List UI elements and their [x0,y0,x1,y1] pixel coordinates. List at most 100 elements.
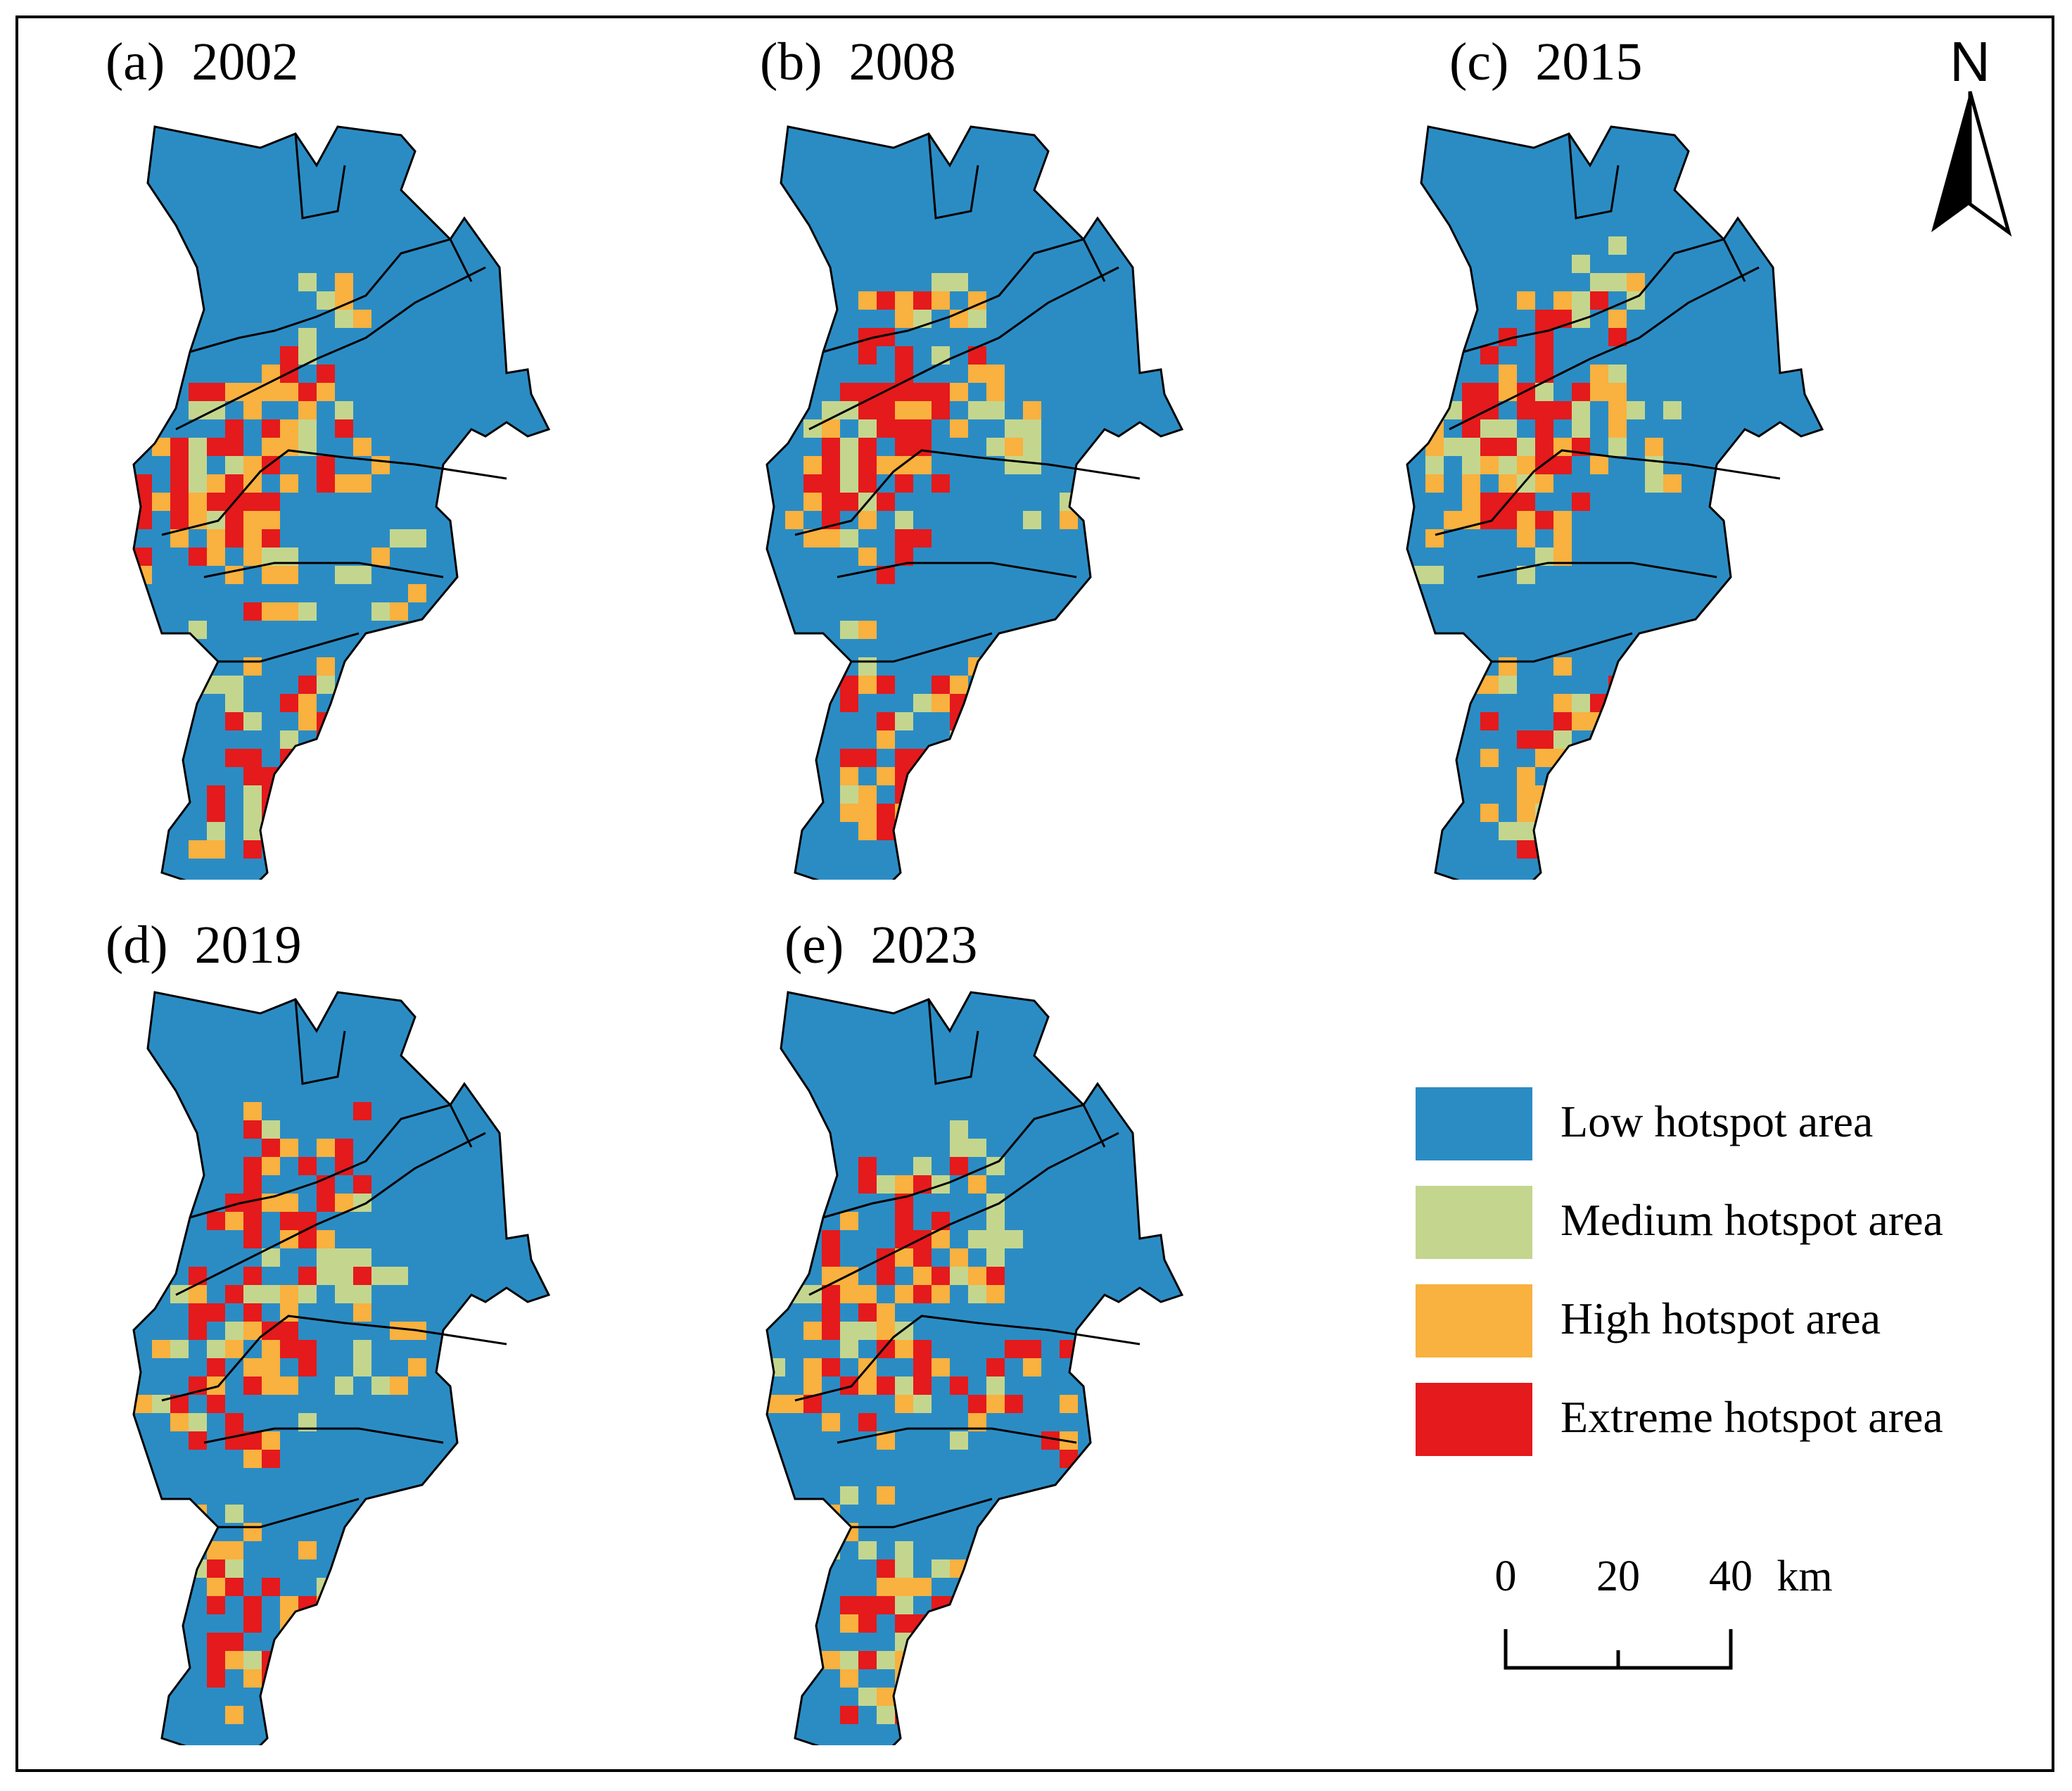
hotspot-cell [1645,474,1663,493]
hotspot-cell [207,822,225,840]
hotspot-cell [152,493,170,511]
district-boundary [1463,238,1746,353]
district-boundary [218,1498,360,1529]
district-boundary [822,1103,1106,1219]
panel-d-map [132,991,551,1745]
hotspot-cell [913,785,932,804]
hotspot-cell [950,1377,968,1395]
district-boundary [851,1498,993,1529]
hotspot-cell [280,840,298,859]
hotspot-cell [803,456,822,474]
hotspot-cell [225,419,243,438]
hotspot-cell [335,1194,353,1212]
hotspot-cell [1608,328,1627,346]
hotspot-cell [877,493,895,511]
hotspot-cell [371,1267,390,1285]
hotspot-cell [1517,840,1535,859]
hotspot-cell [207,493,225,511]
hotspot-cell [858,548,877,566]
hotspot-cell [950,676,968,694]
hotspot-cell [298,1157,317,1175]
hotspot-cell [207,1633,225,1651]
hotspot-cell [280,1706,298,1724]
scale-bar-line [1504,1629,1733,1670]
hotspot-cell [1023,511,1041,529]
district-boundary [1492,632,1633,663]
hotspot-cell [822,657,840,676]
hotspot-cell [170,511,189,529]
hotspot-cell [152,1395,170,1413]
hotspot-cell [189,840,207,859]
hotspot-cell [1517,401,1535,419]
hotspot-cell [280,1669,298,1688]
hotspot-cell [822,529,840,548]
hotspot-cell [317,767,335,785]
hotspot-cell [1444,694,1462,712]
hotspot-cell [932,1669,950,1688]
hotspot-cell [225,566,243,584]
hotspot-cell [207,1358,225,1377]
hotspot-cell [895,1559,913,1578]
hotspot-cell [1572,493,1590,511]
hotspot-cell [353,1651,371,1669]
hotspot-cell [207,529,225,548]
hotspot-cell [1645,456,1663,474]
hotspot-cell [858,1175,877,1194]
hotspot-cell [877,1578,895,1596]
hotspot-cell [1499,419,1517,438]
district-boundary [808,266,1119,431]
hotspot-cell [840,749,858,767]
hotspot-cell [950,383,968,401]
hotspot-cell [1517,529,1535,548]
hotspot-cell [335,1377,353,1395]
hotspot-cell [913,1285,932,1303]
hotspot-cell [913,1157,932,1175]
hotspot-cell [243,456,262,474]
hotspot-cell [1535,730,1553,749]
hotspot-cell [968,1578,986,1596]
panel-b-map [765,125,1184,880]
hotspot-cell [1517,730,1535,749]
region-outline [132,125,551,880]
hotspot-cell [968,1285,986,1303]
hotspot-cell [408,529,426,548]
hotspot-cell [262,511,280,529]
hotspot-cell [1462,401,1480,419]
hotspot-cell [1572,694,1590,712]
hotspot-cell [298,1212,317,1230]
hotspot-cell [803,1377,822,1395]
hotspot-cell [840,1614,858,1633]
hotspot-cell [895,1175,913,1194]
hotspot-cell [968,749,986,767]
hotspot-cell [207,1559,225,1578]
hotspot-cell [1608,383,1627,401]
hotspot-cell [243,1102,262,1120]
hotspot-cell [950,1669,968,1688]
hotspot-cell [1480,712,1499,730]
north-arrow-label: N [1950,30,1990,93]
hotspot-cell [895,1596,913,1614]
hotspot-cell [785,1395,803,1413]
hotspot-cell [243,1212,262,1230]
hotspot-cell [317,657,335,676]
hotspot-cell [932,1358,950,1377]
district-boundary [927,999,979,1085]
hotspot-cell [858,621,877,639]
hotspot-cell [822,1413,840,1431]
hotspot-cell [207,1340,225,1358]
hotspot-cell [858,1157,877,1175]
hotspot-cell [243,1614,262,1633]
hotspot-cell [170,657,189,676]
hotspot-cell [335,1688,353,1706]
hotspot-cell [1553,767,1572,785]
hotspot-cell [932,1285,950,1303]
hotspot-cell [1608,767,1627,785]
hotspot-cell [298,676,317,694]
hotspot-cell [1553,712,1572,730]
hotspot-cell [1553,401,1572,419]
hotspot-cell [298,419,317,438]
hotspot-cell [858,1651,877,1669]
hotspot-cell [1627,822,1645,840]
hotspot-cell [858,1285,877,1303]
hotspot-cell [932,694,950,712]
